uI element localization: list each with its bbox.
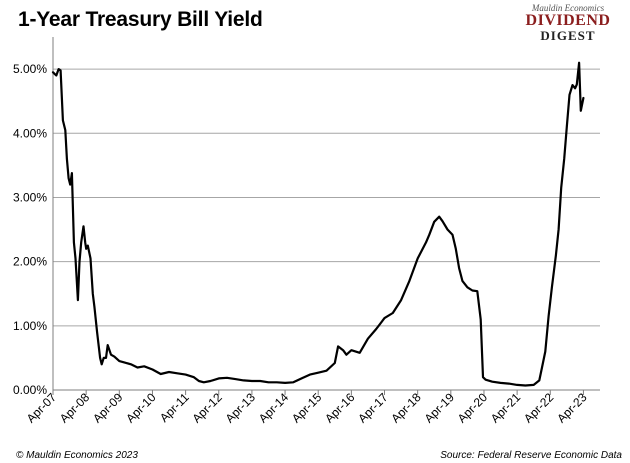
copyright-note: © Mauldin Economics 2023 (16, 450, 138, 461)
y-tick-label: 4.00% (13, 126, 47, 140)
logo-digest: DIGEST (540, 28, 596, 43)
dividend-digest-logo: Mauldin Economics DIVIDEND DIGEST (520, 3, 616, 42)
x-tick-label: Apr-09 (90, 390, 126, 426)
x-tick-label: Apr-12 (190, 390, 226, 426)
x-tick-label: Apr-13 (223, 390, 259, 426)
x-tick-label: Apr-20 (455, 390, 491, 426)
gridlines (53, 68, 600, 327)
y-tick-label: 1.00% (13, 319, 47, 333)
x-tick-label: Apr-08 (57, 390, 93, 426)
y-tick-label: 0.00% (13, 383, 47, 397)
x-tick-label: Apr-18 (388, 390, 424, 426)
x-axis-tick-labels: Apr-07Apr-08Apr-09Apr-10Apr-11Apr-12Apr-… (24, 390, 590, 426)
y-tick-label: 2.00% (13, 255, 47, 269)
series-line (51, 61, 585, 387)
axes (52, 37, 600, 395)
x-tick-label: Apr-23 (554, 390, 590, 426)
y-axis-tick-labels: 0.00% 1.00% 2.00% 3.00% 4.00% 5.00% (13, 62, 47, 397)
x-tick-label: Apr-19 (422, 390, 458, 426)
x-tick-label: Apr-16 (322, 390, 358, 426)
x-tick-label: Apr-21 (488, 390, 524, 426)
logo-dividend: DIVIDEND (525, 12, 611, 29)
logo-publisher: Mauldin Economics (531, 3, 605, 13)
y-tick-label: 5.00% (13, 62, 47, 76)
x-tick-label: Apr-14 (256, 390, 292, 426)
y-tick-label: 3.00% (13, 190, 47, 204)
x-tick-label: Apr-15 (289, 390, 325, 426)
x-tick-label: Apr-22 (521, 390, 557, 426)
x-tick-label: Apr-10 (123, 390, 159, 426)
chart-title: 1-Year Treasury Bill Yield (18, 8, 263, 31)
source-note: Source: Federal Reserve Economic Data (440, 450, 622, 461)
series-lines (51, 61, 585, 387)
x-tick-label: Apr-11 (157, 390, 192, 425)
x-tick-label: Apr-17 (355, 390, 391, 426)
